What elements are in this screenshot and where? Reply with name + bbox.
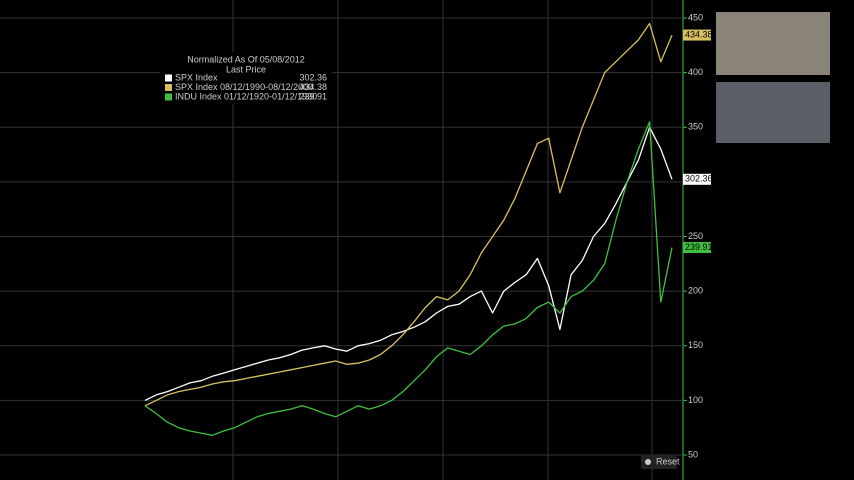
legend-subtitle: Last Price	[226, 64, 266, 74]
legend-box	[160, 52, 332, 104]
y-tick-label: 450	[688, 12, 703, 22]
last-value-label: 239.91	[685, 242, 713, 252]
y-tick-label: 200	[688, 286, 703, 296]
legend-title: Normalized As Of 05/08/2012	[187, 54, 305, 64]
last-value-label: 434.38	[685, 29, 713, 39]
last-value-tag	[683, 173, 711, 185]
y-tick-label: 150	[688, 340, 703, 350]
legend-swatch	[165, 93, 172, 101]
y-tick-label: 250	[688, 231, 703, 241]
y-tick-label: 100	[688, 395, 703, 405]
legend-value: 239.91	[299, 91, 327, 101]
video-thumbnail	[716, 82, 830, 143]
reset-button-bg[interactable]	[641, 455, 677, 469]
reset-button[interactable]: Reset	[641, 455, 680, 469]
reset-icon	[645, 459, 651, 465]
series-line	[144, 22, 673, 407]
series-line	[144, 126, 673, 401]
y-tick-label: 50	[688, 449, 698, 459]
legend-swatch	[165, 84, 172, 91]
y-tick-label: 400	[688, 67, 703, 77]
y-tick-label: 350	[688, 122, 703, 132]
legend-value: 434.38	[299, 82, 327, 92]
video-thumbnail	[716, 12, 830, 75]
reset-label[interactable]: Reset	[656, 456, 680, 466]
legend-label: SPX Index 08/12/1990-08/12/2000	[175, 82, 313, 92]
legend-swatch	[165, 74, 172, 82]
last-value-tag	[683, 242, 711, 254]
last-value-tag	[683, 29, 711, 41]
legend-label: INDU Index 01/12/1920-01/12/1930	[175, 91, 317, 101]
series-line	[144, 121, 673, 436]
last-value-label: 302.36	[685, 174, 713, 184]
legend-value: 302.36	[299, 72, 327, 82]
legend-label: SPX Index	[175, 72, 218, 82]
